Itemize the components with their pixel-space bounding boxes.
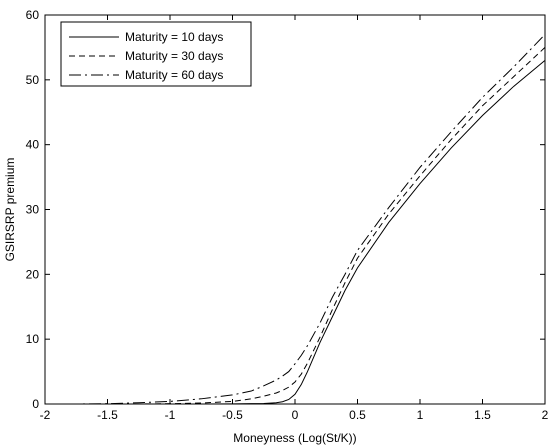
y-tick-label: 40 (26, 138, 40, 152)
y-tick-label: 0 (32, 397, 39, 411)
series-line-2 (45, 47, 546, 405)
x-tick-label: 2 (542, 408, 549, 422)
x-tick-label: -1.5 (97, 408, 118, 422)
y-tick-label: 50 (26, 73, 40, 87)
x-tick-label: -0.5 (222, 408, 243, 422)
y-tick-label: 10 (26, 332, 40, 346)
x-axis-ticks: -2 -1.5 -1 -0.5 0 0.5 1 1.5 2 (40, 15, 549, 422)
x-tick-label: 1.5 (474, 408, 491, 422)
y-axis-ticks: 0 10 20 30 40 50 60 (26, 8, 545, 411)
y-axis-label: GSIRSRP premium (3, 158, 17, 262)
y-tick-label: 20 (26, 267, 40, 281)
x-axis-label: Moneyness (Log(St/K)) (233, 431, 356, 445)
x-tick-label: -1 (165, 408, 176, 422)
y-tick-label: 60 (26, 8, 40, 22)
series-line-3 (45, 34, 546, 405)
y-tick-label: 30 (26, 203, 40, 217)
legend-label-1: Maturity = 10 days (125, 30, 223, 44)
x-tick-label: -2 (40, 408, 51, 422)
x-tick-label: 0 (292, 408, 299, 422)
x-tick-label: 1 (417, 408, 424, 422)
legend-label-3: Maturity = 60 days (125, 68, 223, 82)
series-lines (45, 34, 546, 405)
legend-label-2: Maturity = 30 days (125, 49, 223, 63)
legend: Maturity = 10 days Maturity = 30 days Matu… (60, 21, 252, 87)
x-tick-label: 0.5 (349, 408, 366, 422)
